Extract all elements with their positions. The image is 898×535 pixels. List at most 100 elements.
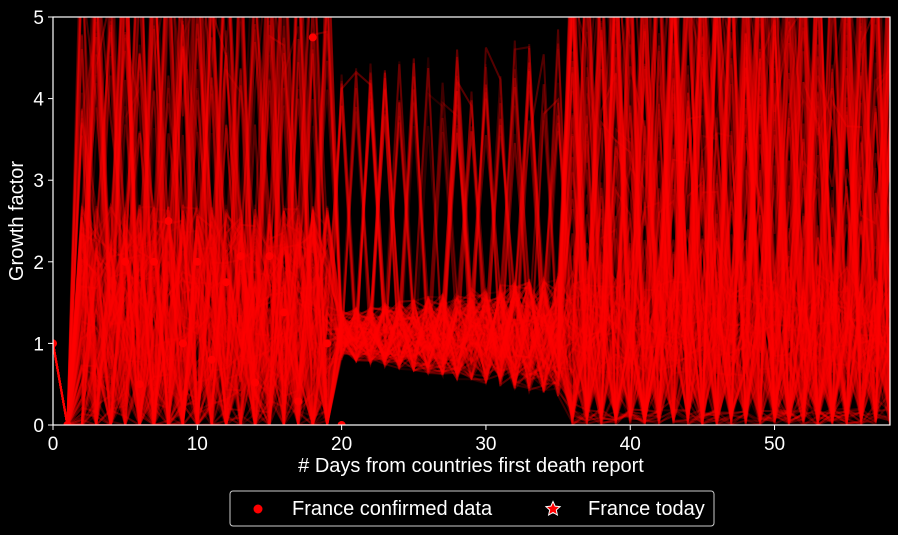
trajectory-line (53, 17, 890, 425)
confirmed-data-point (323, 339, 332, 348)
trajectory-line (53, 17, 890, 425)
confirmed-data-point (164, 217, 173, 225)
trajectory-line (53, 17, 890, 425)
trajectory-line (53, 17, 890, 425)
trajectory-line (53, 17, 890, 425)
y-tick-label: 2 (33, 253, 44, 274)
confirmed-data-point (53, 339, 57, 348)
trajectory-line (53, 17, 890, 425)
trajectory-line (53, 17, 890, 425)
trajectory-line (53, 17, 890, 425)
trajectory-line (53, 17, 890, 425)
trajectory-line (53, 17, 890, 425)
trajectory-line (53, 17, 890, 425)
x-tick-label: 40 (620, 434, 641, 455)
trajectory-line (53, 17, 890, 425)
trajectory-line (53, 17, 890, 425)
trajectory-line (53, 17, 890, 425)
confirmed-data-point (207, 355, 216, 364)
y-axis-ticks: 0 1 2 3 4 5 (33, 8, 53, 437)
trajectory-line (53, 17, 890, 425)
trajectory-line (53, 17, 888, 425)
trajectory-line (53, 17, 890, 425)
trajectory-line (53, 17, 890, 425)
trajectory-line (53, 17, 890, 425)
trajectory-line (53, 17, 890, 425)
trajectory-line (53, 17, 890, 425)
trajectory-line (53, 17, 890, 425)
x-axis-label: # Days from countries first death report (298, 455, 644, 477)
y-tick-label: 1 (33, 334, 44, 355)
trajectory-line (53, 17, 890, 425)
trajectory-line (53, 17, 890, 425)
trajectory-line (53, 17, 890, 425)
trajectory-line (53, 17, 890, 425)
trajectory-line (53, 17, 890, 425)
trajectory-line (53, 17, 890, 425)
trajectory-line (53, 17, 890, 425)
trajectory-line (53, 17, 890, 425)
trajectory-line (53, 17, 890, 425)
confirmed-data-point (236, 252, 245, 261)
simulated-trajectories (53, 17, 890, 425)
trajectory-line (53, 17, 890, 425)
trajectory-line (53, 17, 890, 425)
trajectory-line (53, 17, 890, 425)
trajectory-line (53, 17, 890, 425)
trajectory-line (53, 17, 890, 425)
trajectory-line (53, 17, 890, 425)
trajectory-line (53, 17, 890, 425)
trajectory-line (53, 17, 889, 425)
trajectory-line (53, 17, 890, 425)
trajectory-line (53, 17, 890, 425)
trajectory-line (53, 17, 890, 425)
trajectory-line (53, 17, 890, 425)
trajectory-line (53, 17, 890, 425)
trajectory-line (53, 17, 890, 425)
trajectory-line (53, 17, 890, 425)
x-tick-label: 50 (764, 434, 785, 455)
trajectory-line (53, 17, 890, 425)
confirmed-data-point (193, 257, 202, 266)
trajectory-line (53, 17, 890, 425)
x-axis-ticks: 0 10 20 30 40 50 (48, 425, 785, 455)
trajectory-line (53, 17, 889, 425)
trajectory-line (53, 17, 889, 425)
trajectory-line (53, 17, 890, 425)
trajectory-line (53, 17, 890, 425)
plot-area (53, 17, 890, 425)
trajectory-line (53, 17, 890, 425)
trajectory-line (53, 17, 890, 425)
trajectory-line (53, 17, 888, 425)
trajectory-line (53, 17, 890, 425)
trajectory-line (53, 17, 890, 425)
trajectory-line (53, 17, 890, 425)
trajectory-line (53, 17, 890, 425)
legend-label-confirmed: France confirmed data (292, 498, 493, 520)
trajectory-line (53, 17, 890, 425)
trajectory-line (53, 17, 890, 425)
trajectory-line (53, 17, 890, 425)
trajectory-line (53, 33, 890, 425)
trajectory-line (53, 17, 890, 425)
legend-circle-marker (253, 504, 263, 514)
trajectory-line (53, 17, 890, 425)
trajectory-line (53, 17, 890, 425)
trajectory-line (53, 17, 890, 425)
x-tick-label: 10 (187, 434, 208, 455)
trajectory-line (53, 17, 890, 425)
trajectory-line (53, 17, 890, 425)
trajectory-line (53, 17, 890, 425)
trajectory-line (53, 17, 890, 425)
confirmed-data-point (135, 380, 144, 389)
trajectory-line (53, 17, 890, 425)
trajectory-line (53, 17, 890, 425)
trajectory-line (53, 17, 890, 425)
trajectory-line (53, 17, 890, 425)
trajectory-line (53, 17, 890, 425)
x-tick-label: 20 (331, 434, 352, 455)
confirmed-data-point (251, 378, 260, 387)
trajectory-line (53, 17, 890, 425)
trajectory-line (53, 17, 890, 425)
